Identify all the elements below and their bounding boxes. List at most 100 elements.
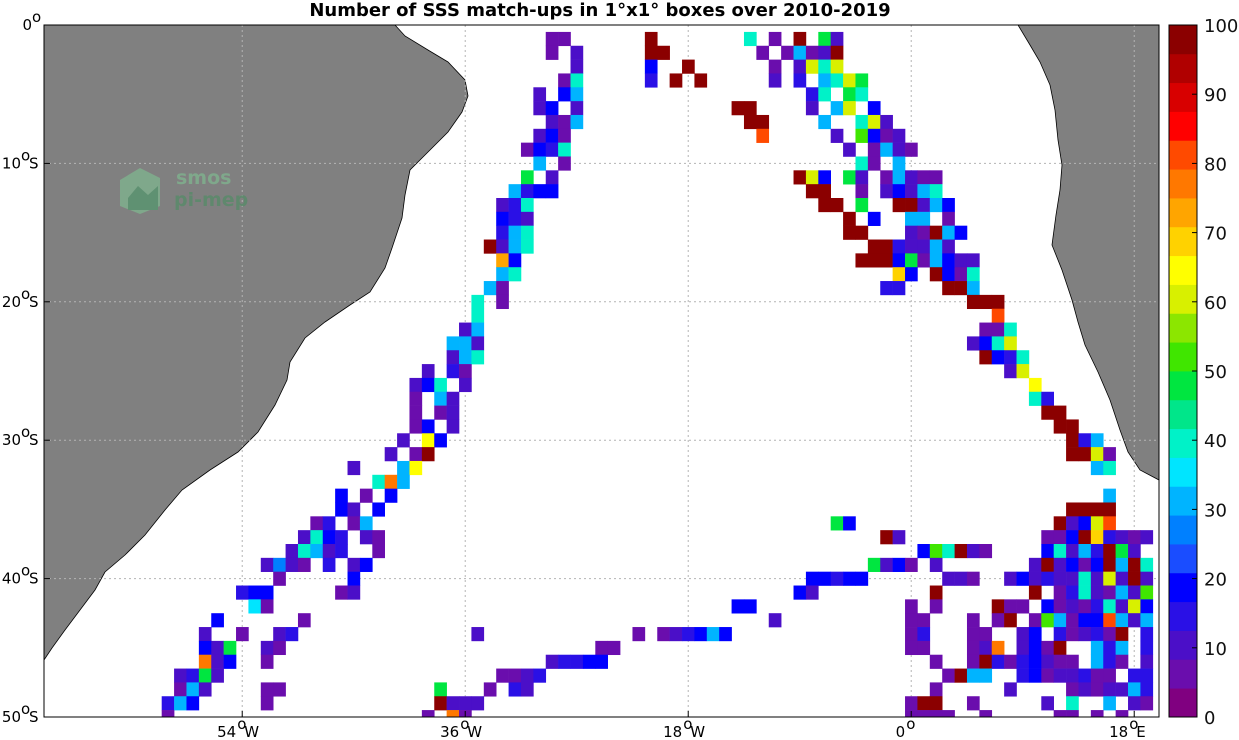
matchup-cell [1053, 516, 1067, 531]
matchup-cell [855, 73, 869, 88]
matchup-cell [198, 627, 212, 642]
matchup-cell [1041, 405, 1054, 420]
matchup-cell [533, 184, 547, 199]
matchup-cell [1090, 654, 1104, 669]
matchup-cell [805, 184, 819, 199]
matchup-cell [830, 571, 844, 586]
matchup-cell [434, 433, 447, 448]
matchup-cell [855, 198, 869, 213]
matchup-cell [942, 225, 955, 240]
matchup-cell [1066, 516, 1079, 531]
matchup-cell [669, 73, 683, 88]
matchup-cell [545, 31, 559, 47]
matchup-cell [471, 350, 485, 365]
colorbar-segment [1169, 371, 1197, 401]
matchup-cell [867, 253, 881, 268]
matchup-cell [756, 128, 770, 143]
matchup-cell [781, 45, 794, 60]
matchup-cell [979, 710, 993, 717]
colorbar-segment [1169, 399, 1197, 430]
colorbar-segment [1169, 169, 1197, 199]
matchup-cell [929, 198, 943, 213]
matchup-cell [892, 267, 906, 282]
matchup-cell [1140, 668, 1154, 683]
matchup-cell [880, 530, 893, 545]
matchup-cell [929, 253, 943, 268]
matchup-cell [335, 530, 348, 545]
matchup-cell [929, 599, 943, 614]
x-tick-label: 54 [217, 723, 236, 740]
matchup-cell [929, 267, 943, 282]
y-tick-hemisphere: S [29, 293, 39, 311]
matchup-cell [285, 627, 299, 642]
matchup-cell [1028, 668, 1042, 683]
matchup-cell [558, 73, 571, 88]
matchup-cell [867, 156, 881, 171]
matchup-cell [966, 613, 980, 628]
matchup-cell [1090, 530, 1104, 545]
matchup-cell [1041, 613, 1054, 628]
matchup-cell [1128, 613, 1141, 628]
colorbar-ticks: 0 10 20 30 40 50 60 70 80 90 100 [1192, 16, 1238, 729]
matchup-cell [1053, 544, 1067, 559]
colorbar-tick-label: 10 [1204, 639, 1227, 660]
x-tick-degree: o [683, 715, 692, 733]
matchup-cell [508, 225, 522, 240]
matchup-cell [248, 599, 262, 614]
matchup-cell [905, 253, 918, 268]
matchup-cell [1053, 654, 1067, 669]
matchup-cell [1090, 544, 1104, 559]
matchup-cell [694, 73, 708, 88]
matchup-cell [830, 45, 844, 60]
matchup-cell [1053, 710, 1067, 717]
colorbar-tick-label: 0 [1204, 708, 1215, 729]
matchup-cell [644, 59, 658, 74]
matchup-cell [421, 364, 435, 379]
matchup-cell [1090, 640, 1104, 656]
matchup-cell [966, 281, 980, 296]
matchup-cell [1041, 571, 1054, 586]
matchup-cell [1128, 557, 1141, 572]
matchup-cell [843, 101, 856, 116]
matchup-cell [322, 544, 336, 559]
matchup-cell [1128, 585, 1141, 600]
matchup-cell [1103, 516, 1116, 531]
matchup-cell [905, 613, 918, 628]
matchup-cell [966, 696, 980, 711]
matchup-cell [496, 281, 509, 296]
matchup-cell [892, 253, 906, 268]
y-tick-hemisphere: S [29, 708, 39, 726]
matchup-cell [545, 142, 559, 157]
matchup-cell [830, 59, 844, 74]
matchup-cell [1066, 419, 1079, 434]
matchup-cell [793, 31, 807, 47]
matchup-cell [1066, 668, 1079, 683]
matchup-cell [335, 544, 348, 559]
matchup-cell [1103, 544, 1116, 559]
matchup-cell [1103, 668, 1116, 683]
x-tick-label: 36 [440, 723, 459, 740]
matchup-cell [1103, 654, 1116, 669]
matchup-cell [508, 668, 522, 683]
matchup-cell [1016, 654, 1030, 669]
matchup-cell [446, 696, 460, 711]
matchup-cell [421, 419, 435, 434]
matchup-cell [905, 599, 918, 614]
matchup-cell [929, 225, 943, 240]
matchup-cell [570, 73, 584, 88]
matchup-cell [434, 377, 447, 393]
matchup-cell [198, 668, 212, 683]
matchup-cell [657, 45, 670, 60]
matchup-cell [830, 73, 844, 88]
matchup-cell [756, 114, 770, 130]
y-tick-degree: o [21, 700, 30, 718]
matchup-cell [793, 45, 807, 60]
matchup-cell [905, 142, 918, 157]
y-tick-label: 20 [2, 293, 21, 311]
matchup-cell [1115, 585, 1129, 600]
matchup-cell [545, 654, 559, 669]
matchup-cell [867, 211, 881, 226]
matchup-cell [867, 128, 881, 143]
matchup-cell [880, 281, 893, 296]
matchup-cell [1041, 696, 1054, 711]
